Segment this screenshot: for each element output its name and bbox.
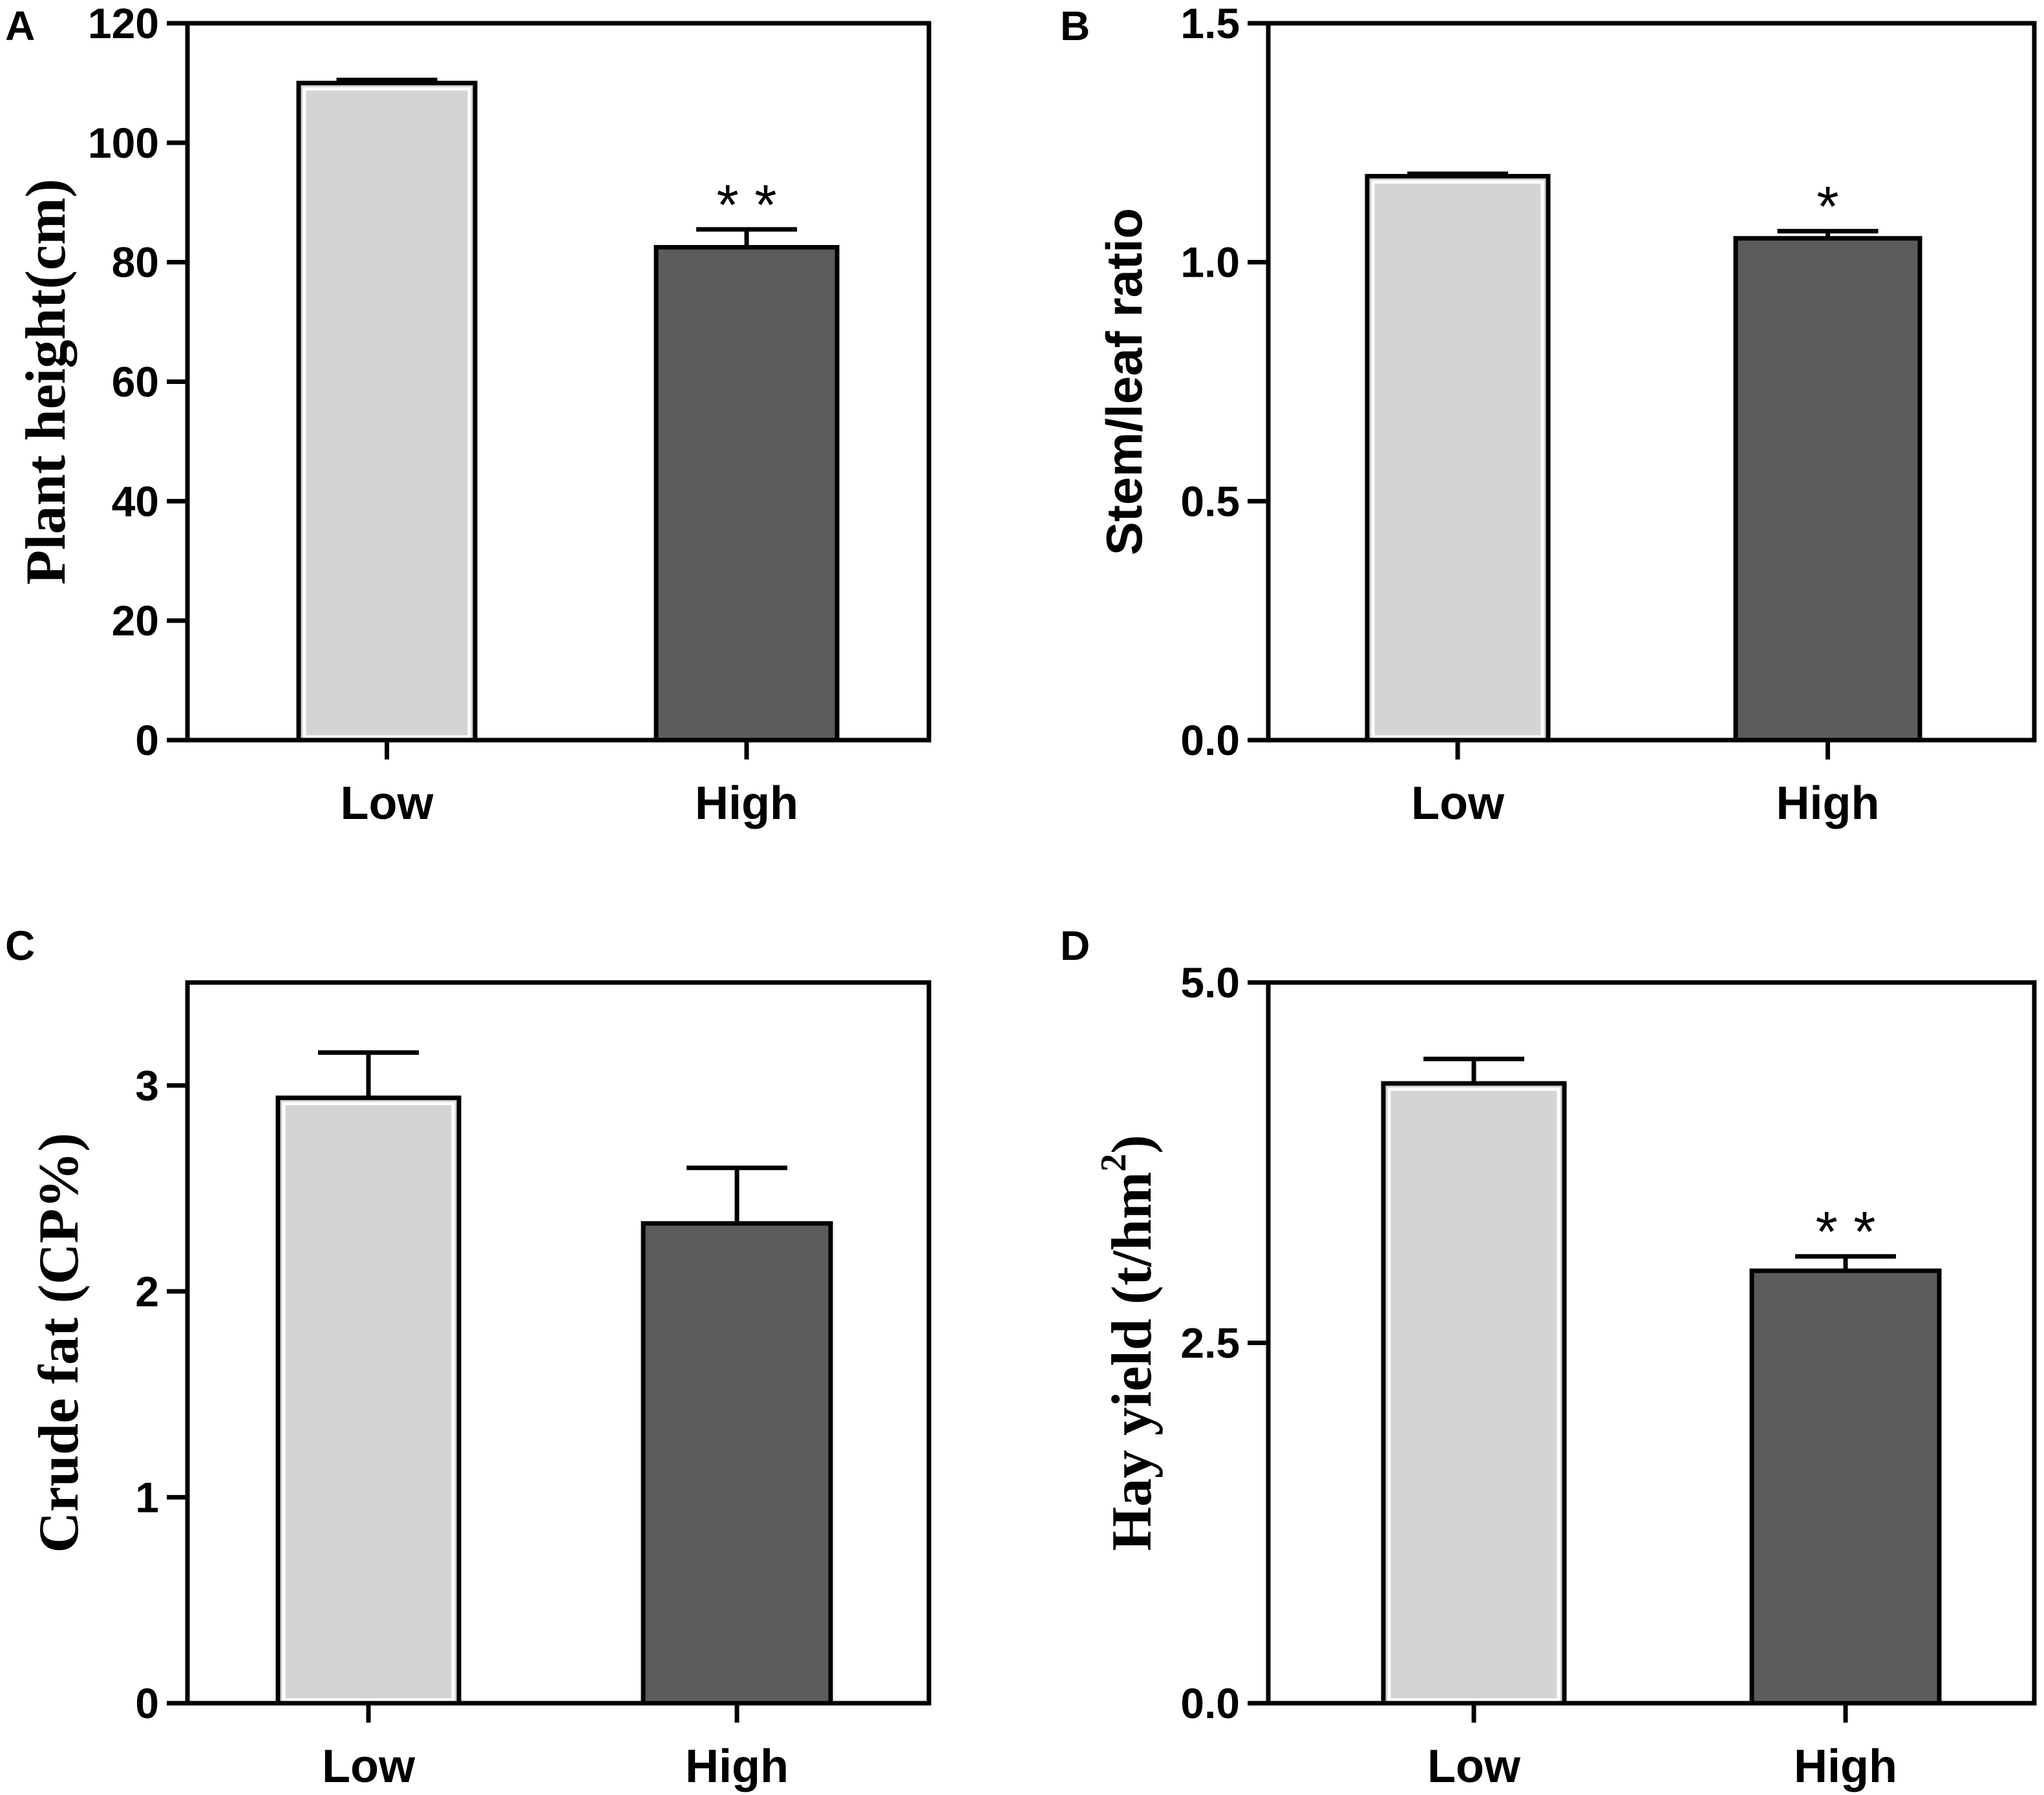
panel-a: A Low * * High 0 20 40 60 80 100 120 Plant height(c… bbox=[5, 0, 932, 829]
bar-highlight bbox=[282, 1101, 455, 1702]
bar-highlight bbox=[1371, 180, 1544, 739]
y-tick-label: 1 bbox=[135, 1473, 159, 1521]
y-tick-label: 5.0 bbox=[1180, 959, 1240, 1006]
bar-high bbox=[1749, 1268, 1942, 1706]
category-label: Low bbox=[1411, 778, 1505, 829]
category-label: Low bbox=[322, 1741, 416, 1792]
bar-high bbox=[1733, 236, 1922, 743]
significance-marker: * * bbox=[717, 173, 777, 237]
y-tick-label: 1.5 bbox=[1180, 0, 1240, 47]
significance-marker: * bbox=[1816, 175, 1838, 239]
bar-high bbox=[641, 1221, 833, 1706]
panel-letter: D bbox=[1060, 922, 1090, 969]
panel-letter: B bbox=[1060, 3, 1090, 49]
plot-frame bbox=[1266, 980, 2037, 1706]
y-tick-label: 2.5 bbox=[1180, 1319, 1240, 1367]
y-tick-label: 0.0 bbox=[1180, 1679, 1240, 1727]
y-tick-label: 0.0 bbox=[1180, 716, 1240, 764]
bar-low bbox=[1381, 1081, 1567, 1706]
y-axis-label: Crude fat (CP%) bbox=[28, 1132, 90, 1553]
bar-low bbox=[296, 80, 478, 743]
plot-frame bbox=[1266, 21, 2037, 743]
y-axis-label: Stem/leaf ratio bbox=[1096, 208, 1153, 556]
y-tick-label: 20 bbox=[112, 597, 159, 644]
panel-letter: A bbox=[5, 3, 35, 49]
y-tick-label: 120 bbox=[88, 0, 159, 47]
plot-frame bbox=[185, 980, 932, 1706]
category-label: Low bbox=[341, 778, 434, 829]
y-tick-label: 0.5 bbox=[1180, 477, 1240, 525]
panel-letter: C bbox=[5, 922, 35, 969]
category-label: High bbox=[695, 778, 798, 829]
y-tick-label: 1.0 bbox=[1180, 239, 1240, 286]
y-tick-label: 0 bbox=[135, 716, 159, 764]
bar-low bbox=[275, 1095, 462, 1706]
panel-b: B Low * High 0.0 0.5 1.0 1.5 Stem/leaf ratio bbox=[1060, 0, 2037, 829]
y-tick-label: 100 bbox=[88, 119, 159, 167]
bar-low bbox=[1365, 174, 1551, 743]
y-tick-label: 3 bbox=[135, 1061, 159, 1109]
panel-d: D Low * * High 0.0 2.5 5.0 Hay yield (t/hm2) bbox=[1060, 922, 2037, 1792]
y-tick-label: 80 bbox=[112, 239, 159, 286]
significance-marker: * * bbox=[1816, 1200, 1876, 1264]
y-axis-label: Hay yield (t/hm2) bbox=[1094, 1135, 1164, 1551]
y-tick-label: 0 bbox=[135, 1679, 159, 1727]
category-label: High bbox=[1794, 1741, 1897, 1792]
y-tick-label: 2 bbox=[135, 1268, 159, 1315]
panel-c: C Low High 0 1 2 3 Crude fat (CP%) bbox=[5, 922, 932, 1792]
bar-highlight bbox=[303, 87, 471, 739]
y-tick-label: 40 bbox=[112, 477, 159, 525]
category-label: High bbox=[1776, 778, 1880, 829]
bar-highlight bbox=[1387, 1087, 1560, 1702]
category-label: Low bbox=[1427, 1741, 1521, 1792]
category-label: High bbox=[685, 1741, 789, 1792]
y-tick-label: 60 bbox=[112, 358, 159, 406]
plot-frame bbox=[185, 21, 932, 743]
bar-high bbox=[654, 245, 840, 743]
y-axis-label: Plant height(cm) bbox=[15, 178, 78, 584]
